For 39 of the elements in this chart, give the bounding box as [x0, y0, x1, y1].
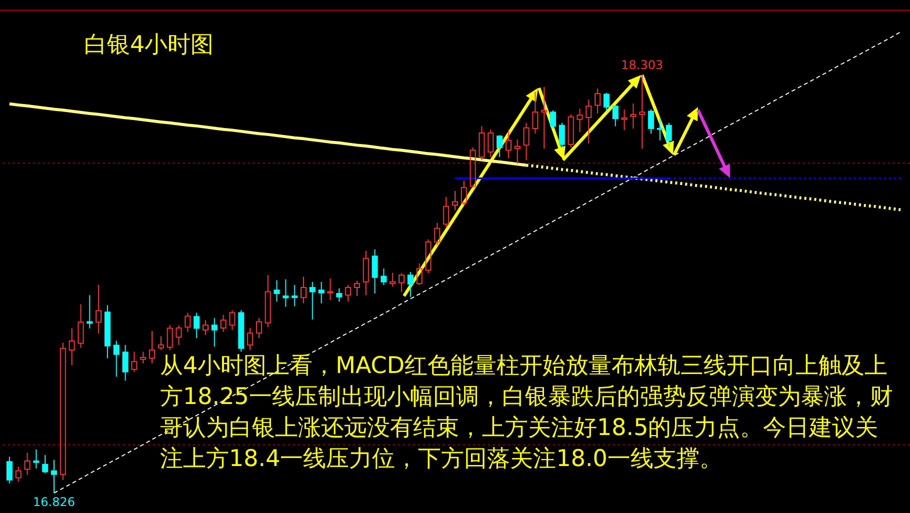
- candlestick: [354, 280, 360, 297]
- candlestick: [211, 318, 218, 348]
- candlestick: [282, 278, 289, 308]
- candlestick: [300, 276, 307, 304]
- candlestick: [247, 328, 254, 351]
- candlestick: [104, 304, 110, 359]
- annotation: 从4小时图上看，MACD红色能量柱开始放量布林轨三线开口向上触及上方18.25一线压制出现小幅回调，白银暴跌后的强势反弹演变为暴涨，财哥认为白银上涨还远没有结束，上方关注好18.5的压力点。今日建议关注上方18.4一线压力位，下方回落关注18.0一线支撑。: [160, 353, 893, 472]
- candlestick: [576, 108, 583, 132]
- candlestick: [327, 278, 334, 300]
- candlestick: [656, 118, 663, 141]
- candlestick: [621, 109, 628, 131]
- candlestick: [202, 320, 208, 336]
- candlestick: [532, 91, 538, 134]
- candlestick: [523, 122, 530, 161]
- candlestick: [122, 344, 128, 382]
- candlestick: [292, 284, 298, 307]
- candlestick: [51, 459, 58, 494]
- candlestick: [149, 330, 156, 364]
- candlestick: [24, 452, 30, 476]
- candlestick: [176, 324, 182, 346]
- candlestick: [68, 328, 75, 366]
- chart-title: 白银4小时图: [84, 32, 214, 58]
- candlestick: [33, 448, 40, 469]
- candlestick: [96, 284, 102, 334]
- candlestick: [443, 196, 450, 228]
- candlestick: [452, 190, 458, 211]
- candlestick: [256, 318, 262, 339]
- annotation: 16.826: [33, 495, 76, 509]
- candlestick: [630, 103, 636, 129]
- candlestick: [594, 88, 601, 114]
- candlestick: [639, 74, 646, 150]
- candlestick: [274, 280, 280, 302]
- candlestick: [541, 86, 548, 150]
- candlestick: [318, 281, 324, 304]
- candlestick: [514, 139, 520, 164]
- candlestick: [113, 340, 120, 378]
- candlestick: [586, 99, 592, 144]
- annotation: 18.303: [621, 58, 664, 72]
- candlestick: [362, 250, 369, 296]
